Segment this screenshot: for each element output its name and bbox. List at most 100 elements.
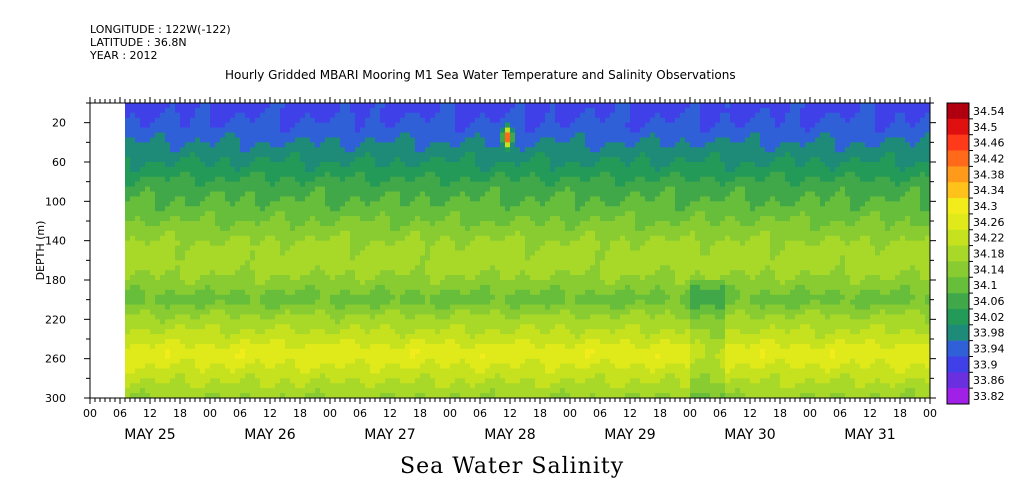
heatmap-cell bbox=[265, 142, 271, 148]
heatmap-cell bbox=[360, 235, 366, 242]
heatmap-cell bbox=[160, 383, 166, 389]
heatmap-cell bbox=[180, 334, 186, 340]
heatmap-cell bbox=[180, 250, 186, 256]
heatmap-cell bbox=[285, 211, 291, 217]
heatmap-cell bbox=[535, 393, 541, 399]
heatmap-cell bbox=[515, 127, 521, 133]
heatmap-cell bbox=[250, 107, 256, 114]
heatmap-cell bbox=[295, 147, 301, 153]
heatmap-cell bbox=[390, 122, 396, 128]
heatmap-cell bbox=[445, 353, 451, 360]
heatmap-cell bbox=[390, 284, 396, 291]
heatmap-cell bbox=[245, 196, 251, 202]
heatmap-cell bbox=[155, 191, 161, 197]
heatmap-cell bbox=[380, 339, 386, 345]
heatmap-cell bbox=[380, 162, 386, 168]
heatmap-cell bbox=[420, 152, 426, 158]
heatmap-cell bbox=[255, 334, 261, 340]
heatmap-cell bbox=[440, 157, 446, 163]
heatmap-cell bbox=[400, 112, 406, 119]
heatmap-cell bbox=[165, 122, 171, 128]
heatmap-cell bbox=[275, 363, 281, 369]
heatmap-cell bbox=[130, 280, 136, 286]
heatmap-cell bbox=[340, 230, 346, 237]
heatmap-cell bbox=[205, 137, 211, 143]
heatmap-cell bbox=[175, 363, 181, 369]
heatmap-cell bbox=[510, 235, 516, 242]
heatmap-cell bbox=[235, 348, 241, 355]
heatmap-cell bbox=[280, 368, 286, 374]
heatmap-cell bbox=[170, 245, 176, 251]
heatmap-cell bbox=[535, 211, 541, 217]
heatmap-cell bbox=[400, 103, 406, 109]
heatmap-cell bbox=[370, 147, 376, 153]
heatmap-cell bbox=[330, 162, 336, 168]
heatmap-cell bbox=[150, 363, 156, 369]
heatmap-cell bbox=[350, 191, 356, 197]
heatmap-cell bbox=[275, 122, 281, 128]
heatmap-cell bbox=[320, 181, 326, 187]
heatmap-cell bbox=[350, 388, 356, 394]
heatmap-cell bbox=[300, 388, 306, 394]
heatmap-cell bbox=[220, 152, 226, 158]
heatmap-cell bbox=[295, 314, 301, 320]
heatmap-cell bbox=[190, 166, 196, 173]
heatmap-cell bbox=[225, 309, 231, 315]
heatmap-cell bbox=[135, 112, 141, 119]
heatmap-cell bbox=[335, 309, 341, 315]
heatmap-cell bbox=[380, 240, 386, 246]
heatmap-cell bbox=[230, 358, 236, 364]
heatmap-cell bbox=[510, 216, 516, 222]
heatmap-cell bbox=[330, 166, 336, 173]
heatmap-cell bbox=[290, 383, 296, 389]
heatmap-cell bbox=[160, 196, 166, 202]
heatmap-cell bbox=[225, 127, 231, 133]
heatmap-cell bbox=[395, 343, 401, 350]
heatmap-cell bbox=[315, 353, 321, 360]
heatmap-cell bbox=[260, 304, 266, 310]
heatmap-cell bbox=[470, 103, 476, 109]
heatmap-cell bbox=[315, 250, 321, 256]
heatmap-cell bbox=[400, 132, 406, 138]
heatmap-cell bbox=[370, 304, 376, 310]
heatmap-cell bbox=[270, 166, 276, 173]
heatmap-cell bbox=[290, 280, 296, 286]
heatmap-cell bbox=[455, 363, 461, 369]
heatmap-cell bbox=[500, 157, 506, 163]
heatmap-cell bbox=[170, 122, 176, 128]
heatmap-cell bbox=[335, 122, 341, 128]
heatmap-cell bbox=[205, 294, 211, 301]
heatmap-cell bbox=[535, 206, 541, 212]
heatmap-cell bbox=[250, 299, 256, 305]
heatmap-cell bbox=[500, 186, 506, 192]
heatmap-cell bbox=[255, 304, 261, 310]
heatmap-cell bbox=[255, 103, 261, 109]
heatmap-cell bbox=[505, 348, 511, 355]
heatmap-cell bbox=[340, 270, 346, 276]
heatmap-cell bbox=[230, 255, 236, 261]
heatmap-cell bbox=[500, 103, 506, 109]
heatmap-cell bbox=[245, 304, 251, 310]
heatmap-cell bbox=[275, 250, 281, 256]
heatmap-cell bbox=[260, 196, 266, 202]
heatmap-cell bbox=[535, 176, 541, 183]
heatmap-cell bbox=[425, 329, 431, 335]
heatmap-cell bbox=[395, 275, 401, 281]
heatmap-cell bbox=[190, 235, 196, 242]
heatmap-cell bbox=[165, 147, 171, 153]
heatmap-cell bbox=[155, 142, 161, 148]
heatmap-cell bbox=[350, 265, 356, 271]
heatmap-cell bbox=[220, 230, 226, 237]
heatmap-cell bbox=[310, 181, 316, 187]
heatmap-cell bbox=[485, 265, 491, 271]
heatmap-cell bbox=[285, 309, 291, 315]
heatmap-cell bbox=[145, 363, 151, 369]
heatmap-cell bbox=[130, 363, 136, 369]
heatmap-cell bbox=[335, 393, 341, 399]
heatmap-cell bbox=[165, 353, 171, 360]
heatmap-cell bbox=[410, 142, 416, 148]
heatmap-cell bbox=[405, 137, 411, 143]
heatmap-cell bbox=[165, 157, 171, 163]
heatmap-cell bbox=[185, 353, 191, 360]
heatmap-cell bbox=[425, 137, 431, 143]
